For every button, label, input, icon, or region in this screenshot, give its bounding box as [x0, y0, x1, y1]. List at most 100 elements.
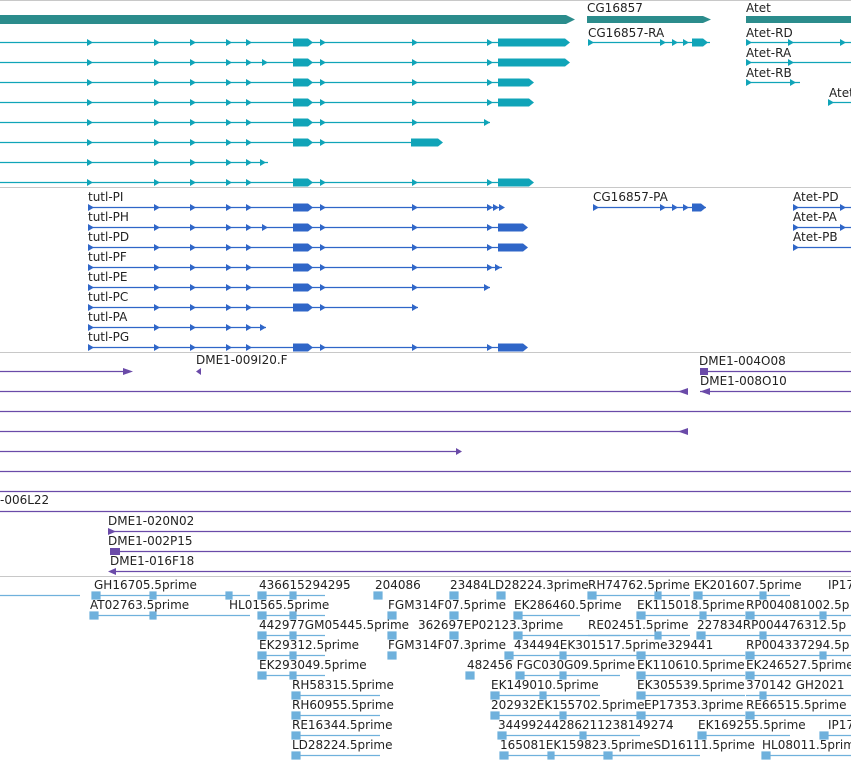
exon-marker: [246, 79, 252, 86]
exon-marker: [412, 179, 418, 186]
exon-marker: [840, 204, 846, 211]
gene-label-atet: Atet: [746, 1, 771, 15]
est-label-at02763: AT02763.5prime: [90, 598, 189, 612]
est-label-ld28224-5prime: LD28224.5prime: [292, 738, 393, 752]
transcript-row-6[interactable]: [0, 138, 443, 147]
exon-marker: [190, 244, 196, 251]
exon-block: [293, 203, 313, 212]
cds-track[interactable]: tutl-PI tutl-PH tutl-PD tutl-PF tutl-PE …: [88, 190, 851, 352]
transcript-rows[interactable]: [0, 38, 851, 187]
exon-marker: [190, 79, 196, 86]
exon-marker: [790, 79, 796, 86]
exon-marker: [154, 324, 160, 331]
exon-marker: [88, 344, 94, 351]
exon-marker: [226, 179, 232, 186]
clone-track[interactable]: DME1-009I20.F DME1-004O08 DME1-008O10 -0…: [0, 353, 851, 575]
exon-marker: [87, 139, 93, 146]
exon-marker: [88, 284, 94, 291]
transcript-row-3[interactable]: [0, 78, 800, 87]
exon-marker: [246, 284, 252, 291]
transcript-label-cg16857-ra: CG16857-RA: [588, 26, 665, 40]
est-label-hl01565: HL01565.5prime: [229, 598, 329, 612]
exon-marker: [262, 59, 268, 66]
exon-marker: [88, 244, 94, 251]
exon-marker: [683, 39, 689, 46]
transcript-row-5[interactable]: [0, 118, 490, 127]
cds-row-7[interactable]: [88, 324, 266, 331]
exon-marker: [190, 264, 196, 271]
exon-marker: [788, 59, 794, 66]
exon-block: [293, 223, 313, 232]
transcript-row-8[interactable]: [0, 178, 534, 187]
exon-marker: [262, 224, 268, 231]
cds-row-2[interactable]: [88, 223, 851, 232]
exon-marker: [154, 159, 160, 166]
gene-track[interactable]: CG16857 Atet: [0, 1, 851, 24]
exon-marker: [154, 244, 160, 251]
est-label-ek169255: EK169255.5prime: [698, 718, 806, 732]
exon-marker: [246, 304, 252, 311]
exon-marker: [246, 179, 252, 186]
exon-marker: [499, 204, 505, 211]
exon-marker: [260, 324, 266, 331]
exon-marker: [246, 244, 252, 251]
exon-marker: [320, 264, 326, 271]
clone-lines[interactable]: [0, 370, 851, 573]
cds-row-5[interactable]: [88, 283, 490, 292]
transcript-row-2[interactable]: [0, 58, 851, 67]
exon-marker: [493, 204, 499, 211]
transcript-track[interactable]: CG16857-RA Atet-RD Atet-RA Atet-RB Atet: [0, 26, 851, 187]
exon-block: [293, 243, 313, 252]
gene-bar-tutl[interactable]: [0, 15, 575, 24]
exon-marker: [87, 119, 93, 126]
exon-marker: [320, 284, 326, 291]
est-alignments[interactable]: [0, 591, 851, 760]
exon-marker: [487, 39, 493, 46]
track-separators: [0, 0, 851, 577]
transcript-row-4[interactable]: [0, 98, 851, 107]
cds-label-tutl-pe: tutl-PE: [88, 270, 128, 284]
clone-label-dme1-008o10: DME1-008O10: [700, 374, 787, 388]
est-track[interactable]: GH16705.5prime 436615294295 204086 23484…: [0, 578, 851, 760]
exon-marker: [87, 159, 93, 166]
clone-label-dme1-006l22: -006L22: [0, 493, 49, 507]
exon-marker: [484, 119, 490, 126]
est-label-ek29312: EK29312.5prime: [259, 638, 359, 652]
cds-row-8[interactable]: [88, 343, 528, 352]
exon-block: [293, 343, 313, 352]
est-label-ek115018: EK115018.5prime: [637, 598, 745, 612]
exon-marker: [412, 204, 418, 211]
exon-marker: [226, 39, 232, 46]
exon-marker: [226, 204, 232, 211]
exon-marker: [87, 99, 93, 106]
est-label-ek201607: EK201607.5prime: [694, 578, 802, 592]
exon-marker: [246, 344, 252, 351]
cds-label-tutl-pd: tutl-PD: [88, 230, 129, 244]
exon-block: [293, 38, 313, 47]
exon-marker: [320, 39, 326, 46]
exon-marker: [320, 119, 326, 126]
exon-block: [293, 283, 313, 292]
cds-row-3[interactable]: [88, 243, 851, 252]
exon-marker: [154, 59, 160, 66]
cds-rows[interactable]: [88, 203, 851, 352]
transcript-row-7[interactable]: [0, 159, 268, 166]
gene-bar-atet[interactable]: [746, 16, 851, 23]
exon-marker: [487, 224, 493, 231]
exon-marker: [190, 119, 196, 126]
exon-marker: [190, 304, 196, 311]
exon-marker: [226, 79, 232, 86]
cds-row-6[interactable]: [88, 303, 418, 312]
gene-bar-cg16857[interactable]: [587, 16, 711, 23]
cds-row-1[interactable]: [88, 203, 851, 212]
est-label-ip17: IP17: [828, 578, 851, 592]
exon-marker: [320, 344, 326, 351]
cds-row-4[interactable]: [88, 263, 502, 272]
clone-label-dme1-009i20: DME1-009I20.F: [196, 353, 288, 367]
transcript-row-1[interactable]: [0, 38, 851, 47]
exon-marker: [746, 39, 752, 46]
exon-marker: [793, 224, 799, 231]
exon-marker: [487, 179, 493, 186]
exon-marker: [412, 304, 418, 311]
